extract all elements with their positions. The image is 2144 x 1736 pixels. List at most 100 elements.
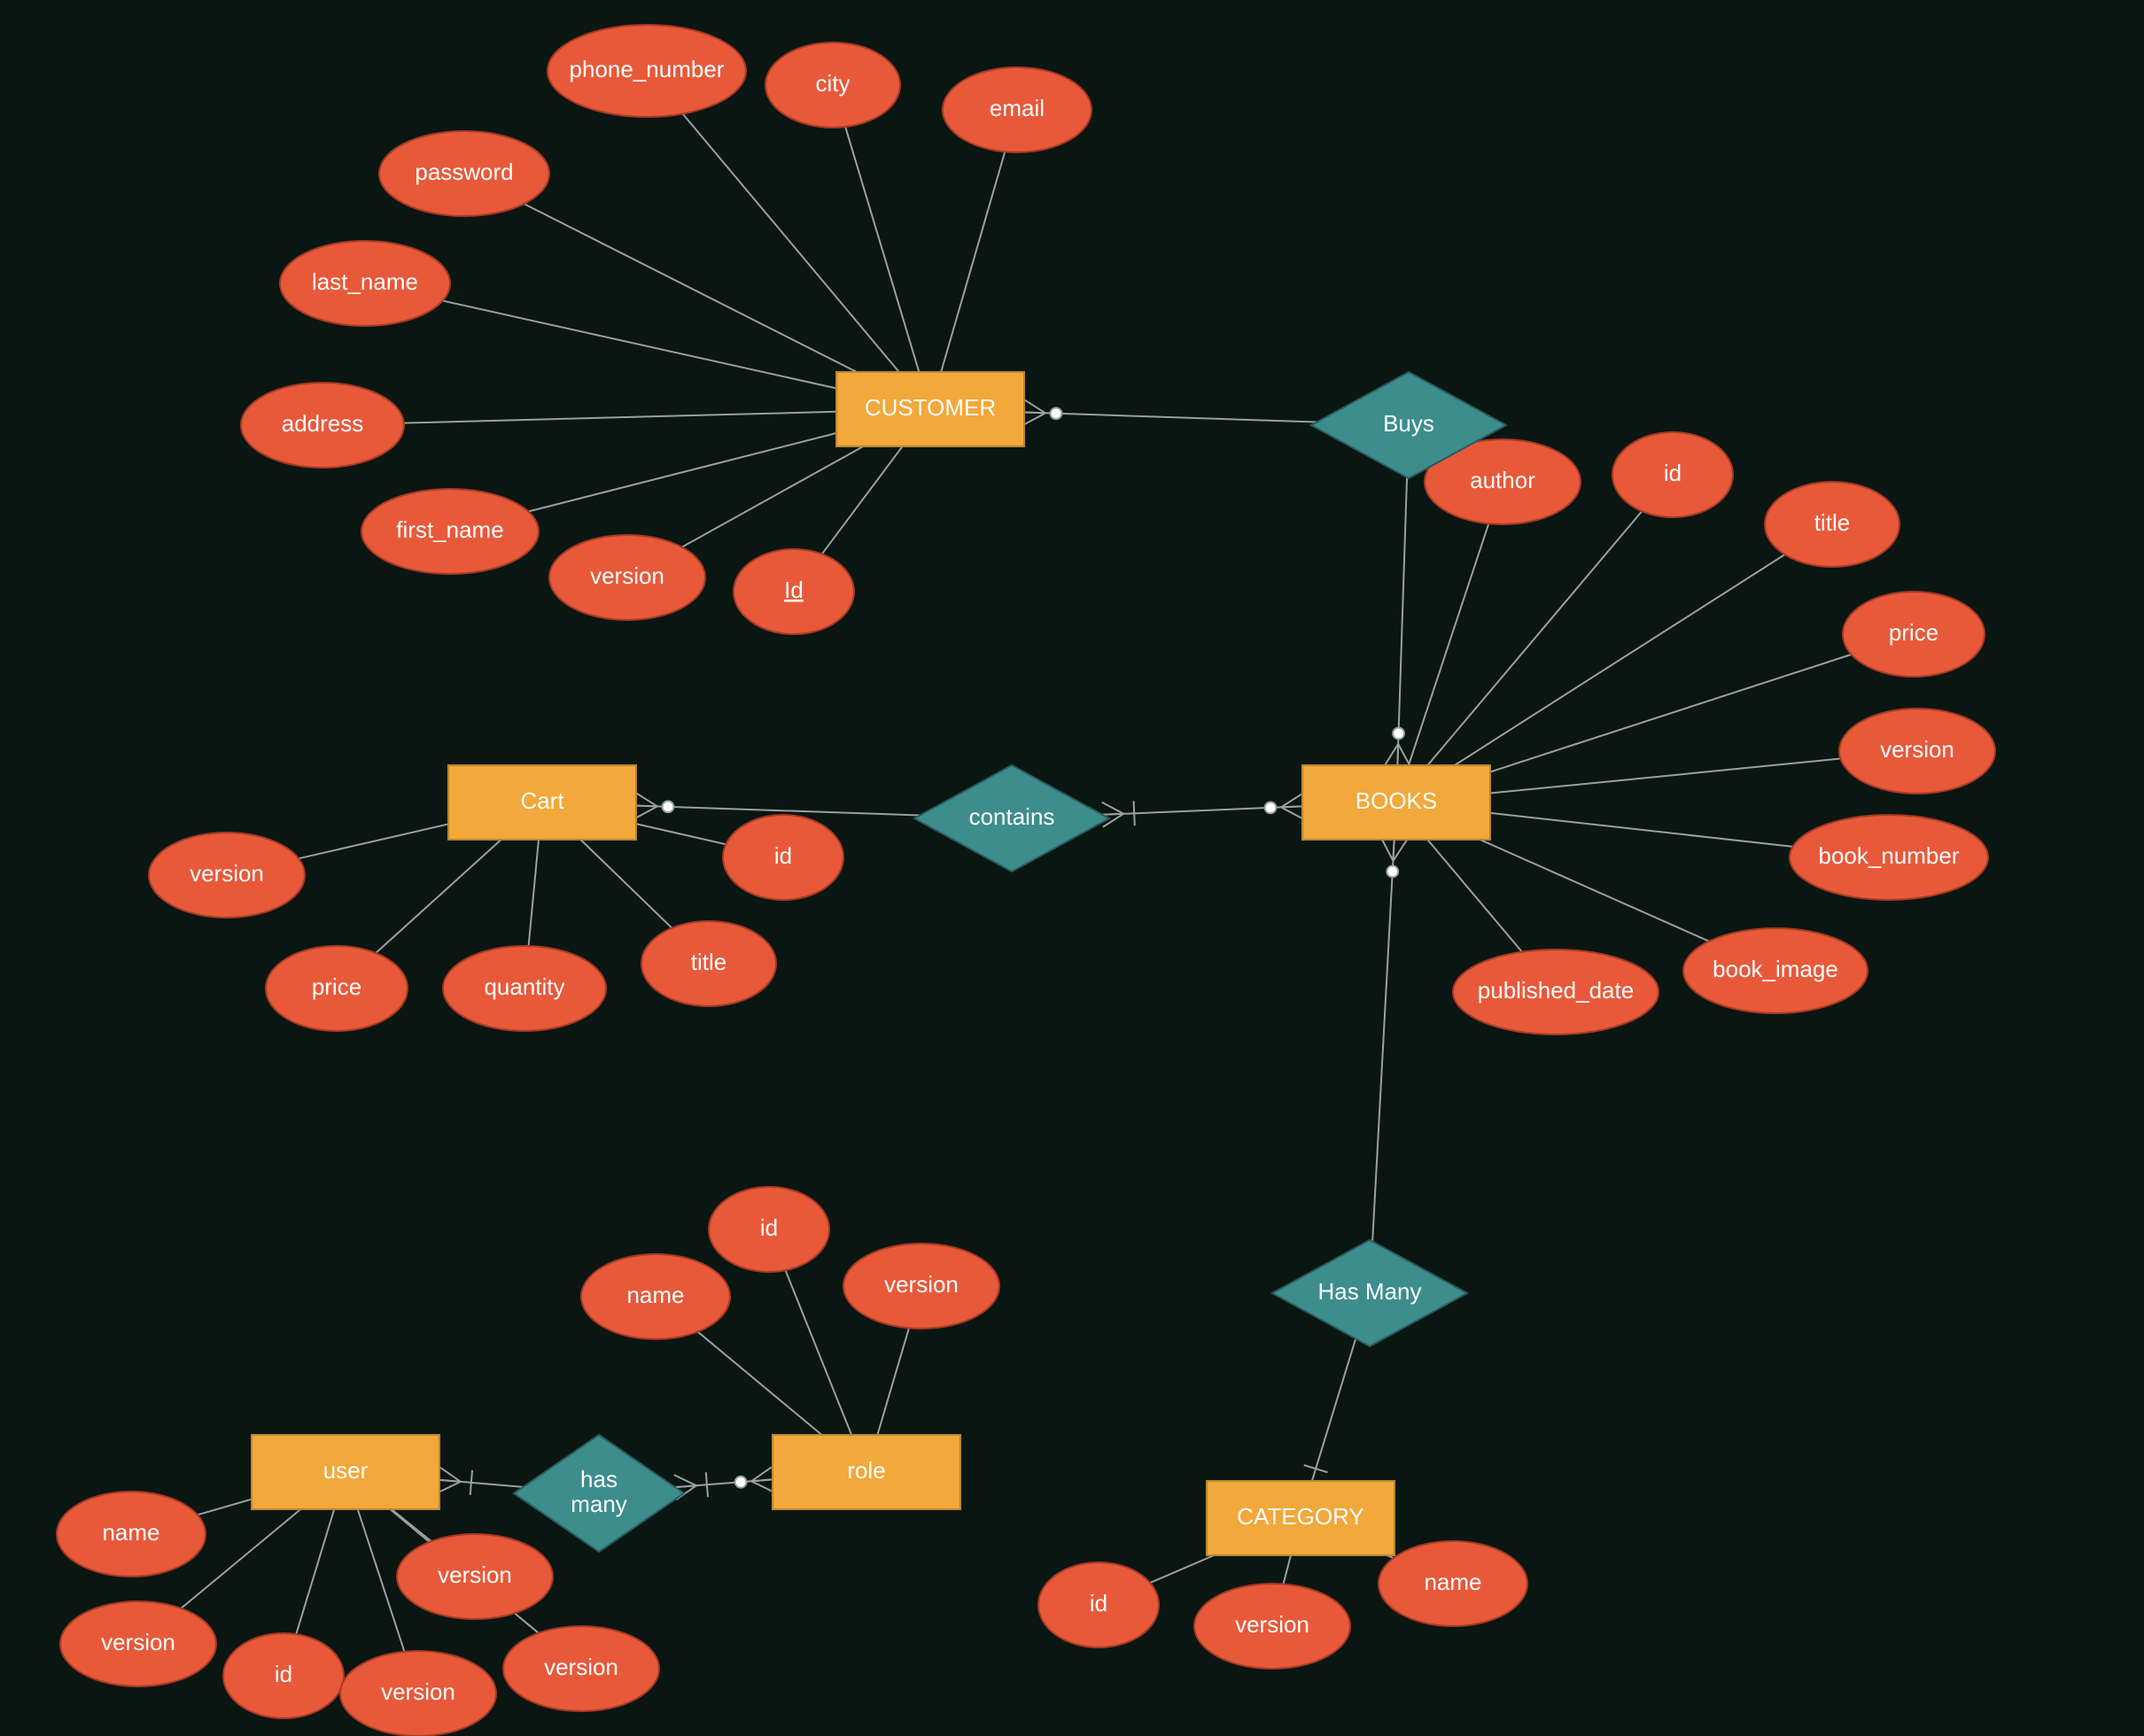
attribute-version: version — [1194, 1584, 1350, 1669]
attribute-label: version — [381, 1678, 455, 1705]
attribute-label: version — [1235, 1611, 1309, 1638]
entity-role: role — [773, 1435, 960, 1509]
attribute-label: city — [816, 70, 851, 97]
attr-edge — [877, 1328, 909, 1435]
attribute-name: name — [581, 1254, 730, 1339]
attr-edge — [529, 840, 539, 946]
attribute-label: Id — [784, 577, 804, 603]
attr-edge — [941, 151, 1005, 372]
attribute-title: title — [1765, 482, 1899, 567]
attribute-label: id — [774, 842, 792, 869]
attribute-password: password — [379, 131, 549, 216]
attribute-label: name — [1424, 1569, 1481, 1595]
entity-label: user — [323, 1457, 369, 1484]
attribute-label: version — [1880, 736, 1954, 763]
attr-edge — [1409, 523, 1488, 765]
er-diagram: phone_numbercity email password last_namead… — [0, 0, 2144, 1736]
attribute-label: quantity — [484, 973, 564, 1000]
attr-edge-layer — [181, 113, 1851, 1651]
attribute-version: version — [1839, 709, 1995, 794]
attr-edge — [1150, 1555, 1214, 1583]
attr-edge — [1427, 840, 1522, 952]
attribute-version: version — [843, 1244, 999, 1329]
attr-edge — [1283, 1555, 1291, 1584]
attr-edge — [1455, 554, 1785, 765]
attribute-price: price — [266, 946, 408, 1031]
attribute-label: phone_number — [570, 56, 725, 82]
relationship-label: has — [580, 1466, 618, 1492]
attribute-label: id — [1664, 460, 1682, 486]
rel-edge — [1024, 400, 1317, 425]
attr-edge — [404, 412, 836, 423]
attribute-label: email — [990, 95, 1045, 121]
rel-edge — [1385, 477, 1410, 766]
attribute-label: version — [544, 1654, 618, 1680]
attribute-label: price — [1889, 619, 1938, 646]
attribute-label: published_date — [1478, 977, 1634, 1004]
attribute-label: name — [626, 1282, 684, 1308]
attribute-label: author — [1470, 467, 1535, 493]
attribute-label: id — [275, 1661, 292, 1687]
attr-edge — [198, 1500, 252, 1515]
attribute-label: version — [884, 1271, 959, 1298]
attr-edge — [580, 840, 672, 928]
entity-customer: CUSTOMER — [836, 372, 1024, 446]
entity-label: CATEGORY — [1237, 1503, 1364, 1530]
attr-edge — [1427, 511, 1642, 765]
attribute-first_name: first_name — [361, 489, 539, 574]
attr-edge — [1490, 759, 1840, 794]
attr-edge — [683, 113, 899, 372]
attribute-label: address — [282, 410, 364, 437]
entity-books: BOOKS — [1302, 765, 1490, 840]
attribute-label: version — [590, 562, 664, 589]
rel-edge — [1102, 794, 1303, 826]
attribute-label: password — [415, 159, 513, 185]
attribute-version: version — [149, 833, 305, 918]
relationship-contains: contains — [914, 765, 1109, 872]
attribute-version: version — [60, 1601, 216, 1686]
attribute-Id: Id — [734, 549, 854, 634]
attribute-email: email — [943, 67, 1091, 152]
entity-label: Cart — [520, 787, 564, 814]
attr-edge — [528, 433, 836, 512]
attr-edge — [845, 127, 919, 372]
attr-edge — [524, 204, 856, 372]
attribute-label: book_number — [1819, 842, 1960, 869]
attribute-version: version — [397, 1534, 553, 1619]
attribute-name: name — [1379, 1541, 1527, 1626]
attribute-name: name — [57, 1492, 206, 1577]
attribute-book_image: book_image — [1683, 928, 1868, 1013]
attribute-last_name: last_name — [280, 241, 450, 326]
attribute-id: id — [1612, 432, 1733, 517]
attribute-label: id — [1090, 1590, 1107, 1616]
rel-edge — [1372, 839, 1407, 1241]
attribute-published_date: published_date — [1453, 949, 1658, 1035]
relationship-hasmany1: Has Many — [1272, 1240, 1467, 1346]
relationship-label: Buys — [1383, 410, 1434, 437]
attribute-label: name — [102, 1519, 159, 1546]
attribute-id: id — [709, 1187, 829, 1272]
attr-edge — [698, 1332, 822, 1435]
attr-edge — [376, 840, 501, 953]
attr-edge — [786, 1270, 852, 1435]
attribute-id: id — [223, 1633, 344, 1718]
attr-edge — [636, 824, 726, 844]
attribute-price: price — [1843, 592, 1985, 677]
attribute-label: book_image — [1713, 956, 1838, 982]
rel-edge — [1304, 1338, 1356, 1481]
attr-edge — [1480, 840, 1709, 942]
attribute-version: version — [340, 1651, 496, 1736]
attr-edge — [1490, 655, 1852, 772]
attribute-phone_number: phone_number — [548, 25, 746, 117]
attribute-label: version — [438, 1562, 512, 1588]
attr-edge — [1490, 813, 1793, 847]
attribute-id: id — [1038, 1562, 1159, 1647]
attribute-version: version — [549, 535, 705, 620]
relationship-label: Has Many — [1317, 1278, 1421, 1305]
attribute-label: id — [760, 1214, 778, 1241]
relationship-label: many — [571, 1491, 627, 1517]
attr-edge — [296, 1509, 334, 1634]
rel-edge — [439, 1468, 524, 1495]
relationship-label: contains — [969, 803, 1055, 830]
attribute-address: address — [241, 383, 404, 468]
